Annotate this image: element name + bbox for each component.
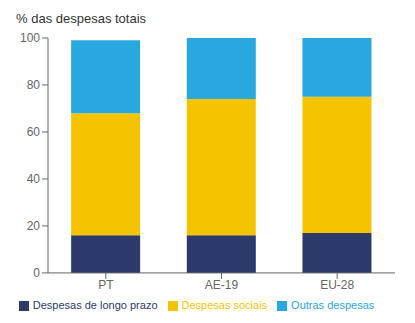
svg-text:40: 40: [27, 172, 41, 186]
html-text:Despesas de longo prazo: Despesas de longo prazo: [32, 298, 158, 311]
svg-text:0: 0: [33, 266, 40, 280]
html-text:Despesas sociais: Despesas sociais: [181, 298, 268, 311]
svg-text:80: 80: [27, 78, 41, 92]
svg-text:60: 60: [27, 125, 41, 139]
svg-text:20: 20: [27, 219, 41, 233]
svg-text:PT: PT: [98, 278, 114, 292]
svg-text:AE-19: AE-19: [205, 278, 239, 292]
html-text:Outras despesas: Outras despesas: [291, 298, 375, 311]
svg-text:100: 100: [20, 31, 40, 45]
svg-text:EU-28: EU-28: [320, 278, 354, 292]
html-text:% das despesas totais: % das despesas totais: [16, 11, 147, 26]
